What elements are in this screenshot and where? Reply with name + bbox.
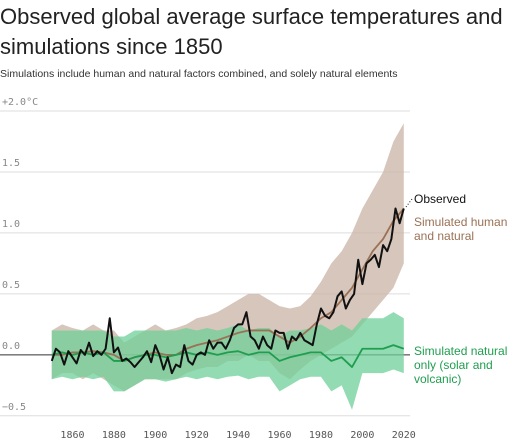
chart-subtitle: Simulations include human and natural fa… bbox=[0, 68, 398, 80]
y-tick-label: +2.0°C bbox=[2, 97, 38, 108]
legend-label: Simulated natural only (solar and volcan… bbox=[414, 344, 508, 386]
x-tick-label: 1880 bbox=[102, 430, 126, 440]
x-tick-label: 1940 bbox=[226, 430, 250, 440]
x-tick-label: 2000 bbox=[350, 430, 374, 440]
y-tick-label: 1.0 bbox=[2, 219, 20, 230]
y-tick-label: 0.5 bbox=[2, 280, 20, 291]
x-tick-label: 1980 bbox=[309, 430, 333, 440]
x-tick-label: 1900 bbox=[143, 430, 167, 440]
legend-label: Observed bbox=[414, 192, 467, 206]
series-line bbox=[51, 344, 405, 368]
y-tick-label: −0.5 bbox=[2, 402, 26, 413]
x-tick-label: 2020 bbox=[392, 430, 416, 440]
series-line bbox=[50, 207, 405, 375]
x-tick-label: 1960 bbox=[267, 430, 291, 440]
y-tick-label: 1.5 bbox=[2, 158, 20, 169]
range-band bbox=[51, 312, 404, 410]
legend-label: Simulated human and natural bbox=[414, 215, 508, 243]
y-tick-label: 0.0 bbox=[2, 341, 20, 352]
x-tick-label: 1860 bbox=[60, 430, 84, 440]
legend-pointer bbox=[405, 198, 413, 208]
x-tick-label: 1920 bbox=[185, 430, 209, 440]
series-line bbox=[51, 207, 405, 362]
chart-title: Observed global average surface temperat… bbox=[0, 4, 503, 59]
